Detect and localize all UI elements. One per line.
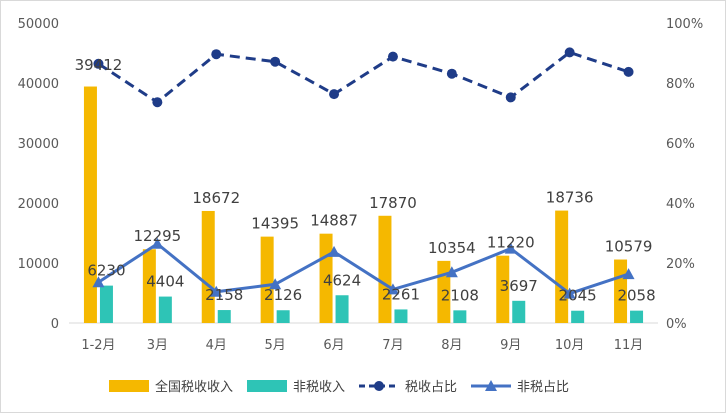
point-tax-share (329, 89, 340, 100)
bar-nontax (276, 310, 290, 323)
point-nontax-share (386, 283, 399, 295)
legend-tax-share-marker (374, 381, 384, 391)
data-label-tax: 18736 (546, 189, 594, 207)
point-tax-share (387, 51, 398, 62)
point-nontax-share (210, 285, 223, 297)
y-left-tick-label: 0 (51, 317, 59, 332)
bar-nontax (630, 310, 644, 323)
point-tax-share (446, 68, 457, 79)
data-label-nontax: 2045 (559, 287, 597, 305)
point-tax-share (211, 49, 222, 60)
x-tick-label: 7月 (382, 338, 403, 353)
data-label-tax: 14887 (310, 212, 358, 230)
point-nontax-share (151, 237, 164, 249)
legend-nontax-share-label: 非税占比 (517, 380, 569, 395)
data-label-tax: 17870 (369, 194, 417, 212)
point-nontax-share (504, 242, 517, 254)
y-left-tick-label: 50000 (18, 17, 59, 32)
y-right-tick-label: 40% (666, 197, 695, 212)
point-nontax-share (563, 287, 576, 299)
bar-tax (260, 236, 274, 323)
point-nontax-share (622, 268, 635, 280)
x-tick-label: 8月 (441, 338, 462, 353)
y-left-tick-label: 30000 (18, 137, 59, 152)
y-right-tick-label: 80% (666, 77, 695, 92)
point-tax-share (505, 92, 516, 103)
series-line-nontax-share (97, 241, 630, 296)
bar-nontax (571, 310, 585, 323)
point-nontax-share (92, 276, 105, 288)
data-label-nontax: 2261 (382, 285, 420, 303)
data-label-nontax: 6230 (87, 262, 125, 280)
legend-nontax-swatch (247, 380, 287, 392)
legend-tax-swatch (109, 380, 149, 392)
x-tick-label: 11月 (614, 338, 644, 353)
legend-nontax-share-marker (485, 380, 497, 391)
point-nontax-share (445, 266, 458, 278)
bar-tax (378, 215, 392, 323)
y-left-tick-label: 40000 (18, 77, 59, 92)
data-label-tax: 12295 (133, 227, 181, 245)
bar-nontax (453, 310, 467, 323)
x-tick-label: 10月 (555, 338, 585, 353)
bar-nontax (158, 296, 172, 323)
legend-tax-label: 全国税收收入 (155, 379, 233, 395)
x-tick-label: 6月 (323, 338, 344, 353)
point-tax-share (623, 66, 634, 77)
legend-nontax-label: 非税收入 (293, 380, 345, 395)
data-label-tax: 10354 (428, 239, 476, 257)
data-label-nontax: 4624 (323, 271, 361, 289)
data-label-nontax: 2108 (441, 286, 479, 304)
point-tax-share (564, 47, 575, 58)
y-right-tick-label: 0% (666, 317, 687, 332)
data-label-tax: 10579 (605, 238, 653, 256)
point-tax-share (270, 56, 281, 67)
bar-nontax (394, 309, 408, 323)
bar-tax (496, 255, 510, 323)
data-label-nontax: 2058 (617, 287, 655, 305)
data-label-tax: 11220 (487, 234, 535, 252)
x-tick-label: 5月 (265, 338, 286, 353)
data-label-nontax: 3697 (500, 277, 538, 295)
bar-tax (142, 249, 156, 323)
x-tick-label: 3月 (147, 338, 168, 353)
bar-nontax (512, 300, 526, 323)
x-tick-label: 9月 (500, 338, 521, 353)
y-left-tick-label: 10000 (18, 257, 59, 272)
data-label-nontax: 2158 (205, 286, 243, 304)
data-label-tax: 18672 (192, 189, 240, 207)
point-tax-share (93, 58, 104, 69)
data-label-tax: 39412 (75, 56, 123, 74)
bar-nontax (335, 295, 349, 323)
series-line-tax-share (97, 50, 630, 105)
bar-nontax (217, 310, 231, 323)
point-nontax-share (269, 278, 282, 290)
y-right-tick-label: 100% (666, 17, 703, 32)
bar-tax (555, 210, 569, 323)
data-label-nontax: 2126 (264, 286, 302, 304)
x-tick-label: 4月 (206, 338, 227, 353)
x-tick-label: 1-2月 (81, 338, 115, 353)
y-right-tick-label: 60% (666, 137, 695, 152)
bar-tax (201, 210, 215, 323)
y-right-tick-label: 20% (666, 257, 695, 272)
bar-nontax (99, 285, 113, 323)
data-label-nontax: 4404 (146, 273, 184, 291)
y-left-tick-label: 20000 (18, 197, 59, 212)
point-nontax-share (328, 245, 341, 257)
legend-tax-share-label: 税收占比 (405, 380, 457, 395)
data-label-tax: 14395 (251, 215, 299, 233)
point-tax-share (152, 97, 163, 108)
bar-tax (83, 86, 97, 323)
